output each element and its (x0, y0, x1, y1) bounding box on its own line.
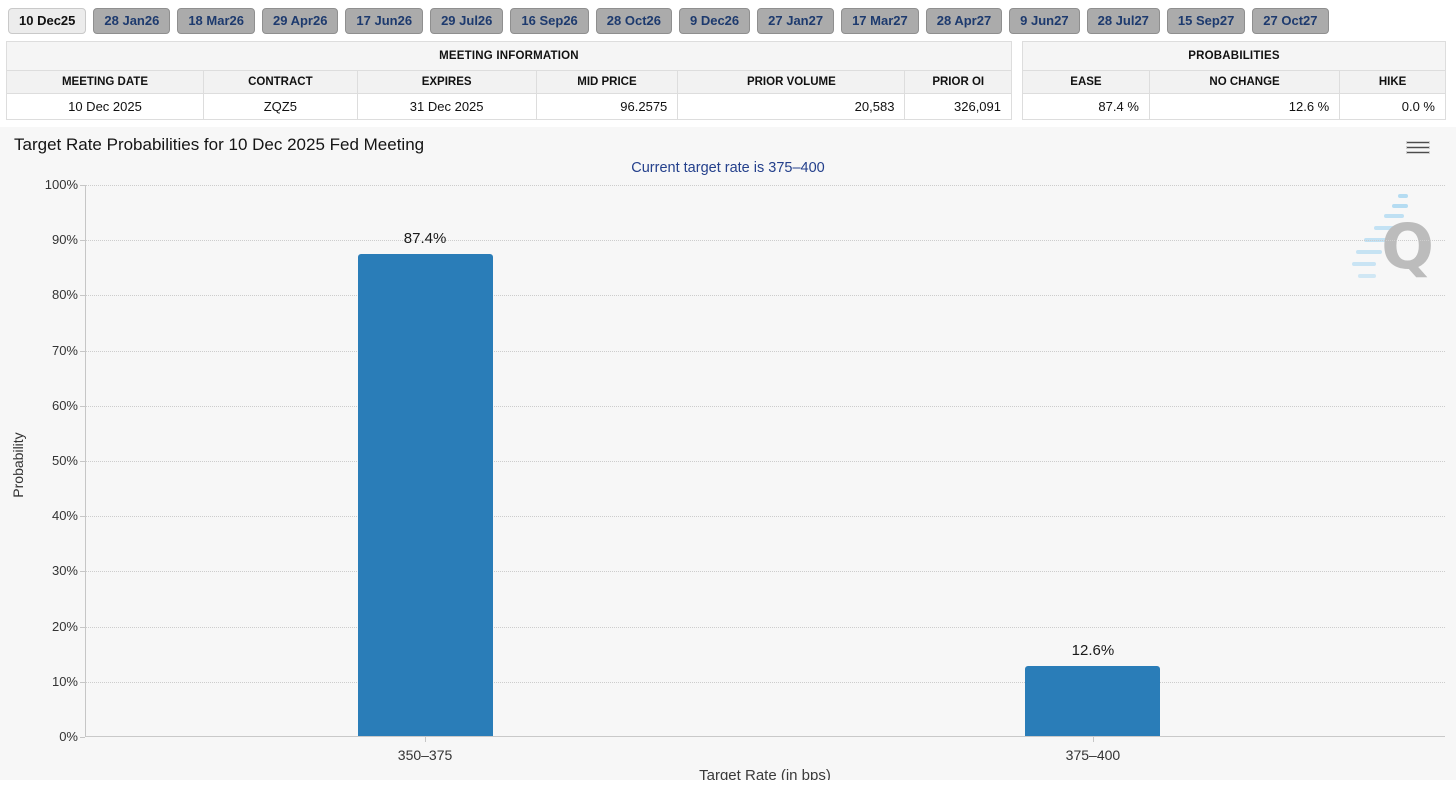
meeting-tab-9-jun27[interactable]: 9 Jun27 (1009, 8, 1080, 34)
y-axis-title: Probability (10, 432, 26, 498)
meeting-information-title: MEETING INFORMATION (6, 41, 1012, 71)
meeting-information-data-row: 10 Dec 2025 ZQZ5 31 Dec 2025 96.2575 20,… (6, 93, 1012, 120)
y-axis-tick (80, 350, 85, 352)
col-prior-oi: PRIOR OI (904, 70, 1012, 94)
bar-value-label: 87.4% (403, 229, 447, 247)
y-axis-tick-label: 10% (51, 673, 78, 689)
meeting-tab-27-jan27[interactable]: 27 Jan27 (757, 8, 835, 34)
gridline (86, 295, 1445, 297)
chart-subtitle: Current target rate is 375–400 (631, 160, 825, 176)
chart-title: Target Rate Probabilities for 10 Dec 202… (14, 135, 425, 154)
col-ease: EASE (1022, 70, 1150, 94)
col-mid-price: MID PRICE (535, 70, 679, 94)
expires-value: 31 Dec 2025 (356, 93, 537, 120)
contract-value: ZQZ5 (202, 93, 358, 120)
probabilities-data-row: 87.4 % 12.6 % 0.0 % (1022, 93, 1446, 120)
meeting-tab-28-oct26[interactable]: 28 Oct26 (595, 8, 672, 34)
probabilities-table: PROBABILITIES EASE NO CHANGE HIKE 87.4 %… (1022, 41, 1446, 120)
x-axis-category-label: 350–375 (397, 747, 453, 763)
y-axis-tick (80, 185, 85, 186)
probabilities-header-row: EASE NO CHANGE HIKE (1022, 70, 1446, 94)
mid-price-value: 96.2575 (535, 93, 679, 120)
info-tables: MEETING INFORMATION MEETING DATE CONTRAC… (0, 41, 1456, 120)
meeting-tab-28-jul27[interactable]: 28 Jul27 (1086, 8, 1160, 34)
y-axis-tick (80, 737, 85, 738)
prior-volume-value: 20,583 (677, 93, 906, 120)
probability-bar-350–375[interactable] (357, 253, 493, 736)
y-axis-tick-label: 20% (51, 618, 78, 634)
col-meeting-date: MEETING DATE (6, 70, 204, 94)
x-axis-tick (1092, 737, 1094, 742)
y-axis-tick-label: 90% (51, 232, 78, 248)
gridline (86, 461, 1445, 462)
bar-value-label: 12.6% (1071, 642, 1115, 660)
meeting-tab-17-mar27[interactable]: 17 Mar27 (841, 8, 919, 34)
x-axis-category-label: 375–400 (1065, 747, 1121, 763)
meeting-tab-28-apr27[interactable]: 28 Apr27 (925, 8, 1003, 34)
y-axis-tick-label: 80% (51, 287, 78, 303)
meeting-date-tabbar: 10 Dec25 28 Jan26 18 Mar26 29 Apr26 17 Jun26… (0, 0, 1456, 41)
y-axis-tick-label: 0% (59, 729, 78, 744)
meeting-tab-17-jun26[interactable]: 17 Jun26 (345, 8, 424, 34)
gridline (86, 185, 1445, 186)
meeting-information-table: MEETING INFORMATION MEETING DATE CONTRAC… (6, 41, 1012, 120)
plot-area: 0% 10% 20% 30% 40% 50% 60% 70% 80% 90% 100% 87.4% 35… (45, 177, 1445, 763)
col-contract: CONTRACT (202, 70, 358, 94)
y-axis-tick-label: 50% (51, 453, 78, 468)
meeting-tab-29-jul26[interactable]: 29 Jul26 (430, 8, 504, 34)
meeting-tab-18-mar26[interactable]: 18 Mar26 (177, 8, 255, 34)
gridline (86, 350, 1445, 352)
probabilities-title: PROBABILITIES (1022, 41, 1446, 71)
prior-oi-value: 326,091 (904, 93, 1012, 120)
col-prior-volume: PRIOR VOLUME (677, 70, 906, 94)
y-axis-tick (80, 516, 85, 518)
y-axis-tick (80, 295, 85, 297)
gridline (86, 571, 1445, 573)
col-no-change: NO CHANGE (1148, 70, 1341, 94)
ease-value: 87.4 % (1022, 93, 1150, 120)
x-axis-tick (425, 737, 427, 742)
gridline (86, 240, 1445, 242)
meeting-tab-15-sep27[interactable]: 15 Sep27 (1166, 8, 1246, 34)
y-axis-tick (80, 461, 85, 462)
col-hike: HIKE (1339, 70, 1446, 94)
probability-bar-375–400[interactable] (1025, 666, 1161, 736)
hamburger-menu-icon[interactable] (1406, 137, 1430, 157)
meeting-tab-28-jan26[interactable]: 28 Jan26 (93, 8, 171, 34)
meeting-date-value: 10 Dec 2025 (6, 93, 204, 120)
meeting-tab-29-apr26[interactable]: 29 Apr26 (261, 8, 339, 34)
x-axis-title: Target Rate (in bps) (699, 767, 831, 780)
y-axis-tick-label: 70% (51, 342, 78, 358)
meeting-tab-10-dec25[interactable]: 10 Dec25 (8, 8, 87, 34)
gridline (86, 681, 1445, 683)
meeting-tab-27-oct27[interactable]: 27 Oct27 (1252, 8, 1329, 34)
no-change-value: 12.6 % (1148, 93, 1341, 120)
watermark-q-letter: Q (1381, 210, 1434, 283)
y-axis-tick (80, 681, 85, 683)
gridline (86, 626, 1445, 628)
y-axis-tick (80, 240, 85, 242)
gridline (86, 516, 1445, 518)
y-axis-tick (80, 626, 85, 628)
y-axis-tick-label: 30% (51, 563, 78, 579)
y-axis-tick-label: 100% (44, 177, 78, 192)
y-axis-tick (80, 571, 85, 573)
y-axis-tick-label: 40% (51, 508, 78, 524)
meeting-information-header-row: MEETING DATE CONTRACT EXPIRES MID PRICE … (6, 70, 1012, 94)
quikstrike-q-logo: Q (1352, 182, 1452, 292)
y-axis-tick-label: 60% (51, 397, 78, 413)
y-axis-tick (80, 405, 85, 407)
meeting-tab-16-sep26[interactable]: 16 Sep26 (510, 8, 589, 34)
gridline (86, 405, 1445, 407)
meeting-tab-9-dec26[interactable]: 9 Dec26 (678, 8, 751, 34)
col-expires: EXPIRES (356, 70, 537, 94)
target-rate-probability-chart: Target Rate Probabilities for 10 Dec 202… (0, 127, 1456, 780)
hike-value: 0.0 % (1339, 93, 1446, 120)
